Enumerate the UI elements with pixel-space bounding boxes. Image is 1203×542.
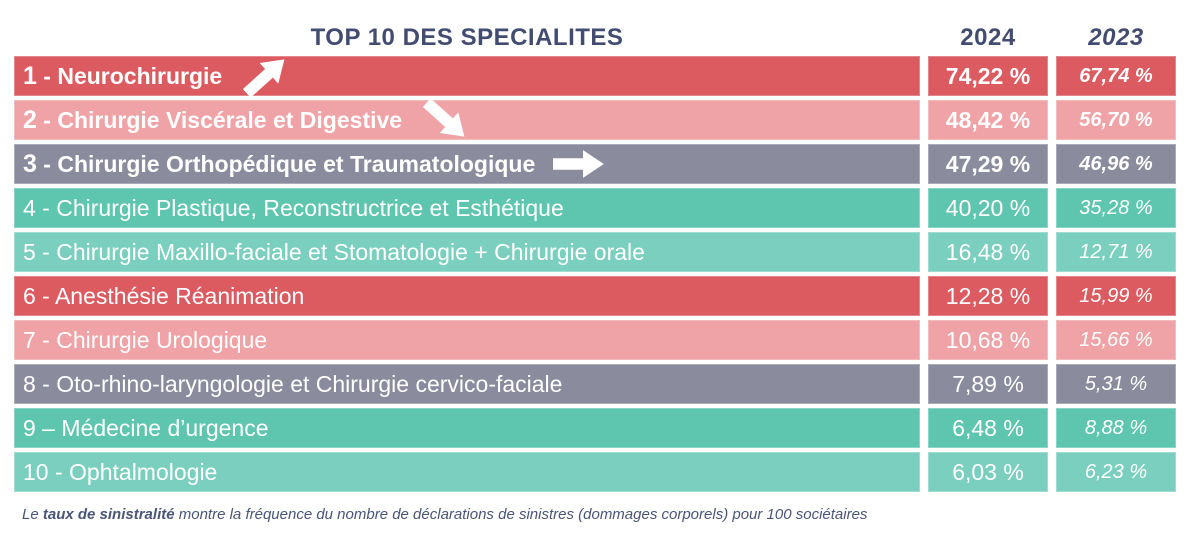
- specialty-label: - Chirurgie Urologique: [35, 326, 268, 353]
- trend-right-icon: [553, 149, 605, 179]
- value-2024: 47,29 %: [928, 144, 1048, 184]
- page-title: TOP 10 DES SPECIALITES: [310, 24, 624, 51]
- specialty-label: - Oto-rhino-laryngologie et Chirurgie ce…: [35, 370, 563, 397]
- specialty-label: - Ophtalmologie: [48, 458, 218, 485]
- value-2023: 56,70 %: [1056, 100, 1176, 140]
- table-row: 4 - Chirurgie Plastique, Reconstructrice…: [14, 188, 1203, 228]
- value-2023: 12,71 %: [1056, 232, 1176, 272]
- value-2024: 12,28 %: [928, 276, 1048, 316]
- specialty-cell: 10 - Ophtalmologie: [14, 452, 920, 492]
- rank-label: 8: [23, 370, 36, 397]
- table-row: 1 - Neurochirurgie 74,22 % 67,74 %: [14, 56, 1203, 98]
- table-row: 8 - Oto-rhino-laryngologie et Chirurgie …: [14, 364, 1203, 404]
- specialty-cell: 3 - Chirurgie Orthopédique et Traumatolo…: [14, 144, 920, 184]
- rank-label: 2: [23, 105, 37, 134]
- footnote-prefix: Le: [22, 506, 43, 523]
- rank-label: 4: [23, 194, 36, 221]
- table-header: TOP 10 DES SPECIALITES 2024 2023: [14, 10, 1203, 52]
- specialty-label: - Chirurgie Maxillo-faciale et Stomatolo…: [35, 238, 645, 265]
- rank-label: 9: [23, 414, 36, 441]
- specialty-cell: 2 - Chirurgie Viscérale et Digestive: [14, 98, 920, 140]
- column-header-2024: 2024: [960, 24, 1016, 51]
- rank-label: 5: [23, 238, 36, 265]
- specialty-cell: 5 - Chirurgie Maxillo-faciale et Stomato…: [14, 232, 920, 272]
- column-header-2023: 2023: [1088, 24, 1144, 51]
- table-row: 6 - Anesthésie Réanimation 12,28 % 15,99 %: [14, 276, 1203, 316]
- value-2024: 16,48 %: [928, 232, 1048, 272]
- table-row: 7 - Chirurgie Urologique 10,68 % 15,66 %: [14, 320, 1203, 360]
- top10-specialites-table: TOP 10 DES SPECIALITES 2024 2023 1 - Neu…: [14, 10, 1203, 523]
- value-2024: 6,03 %: [928, 452, 1048, 492]
- specialty-label: - Neurochirurgie: [36, 62, 223, 89]
- specialty-label: - Chirurgie Orthopédique et Traumatologi…: [36, 150, 536, 177]
- specialty-cell: 7 - Chirurgie Urologique: [14, 320, 920, 360]
- specialty-cell: 8 - Oto-rhino-laryngologie et Chirurgie …: [14, 364, 920, 404]
- rank-label: 6: [23, 282, 36, 309]
- table-row: 9 – Médecine d’urgence 6,48 % 8,88 %: [14, 408, 1203, 448]
- value-2023: 15,99 %: [1056, 276, 1176, 316]
- value-2023: 6,23 %: [1056, 452, 1176, 492]
- trend-down-icon: [420, 98, 472, 137]
- value-2024: 40,20 %: [928, 188, 1048, 228]
- value-2023: 67,74 %: [1056, 56, 1176, 96]
- value-2023: 15,66 %: [1056, 320, 1176, 360]
- table-row: 5 - Chirurgie Maxillo-faciale et Stomato…: [14, 232, 1203, 272]
- specialty-cell: 4 - Chirurgie Plastique, Reconstructrice…: [14, 188, 920, 228]
- rank-label: 3: [23, 149, 37, 178]
- value-2023: 35,28 %: [1056, 188, 1176, 228]
- rank-label: 7: [23, 326, 36, 353]
- value-2023: 46,96 %: [1056, 144, 1176, 184]
- specialty-label: – Médecine d’urgence: [35, 414, 269, 441]
- specialty-label: - Anesthésie Réanimation: [35, 282, 305, 309]
- value-2024: 48,42 %: [928, 100, 1048, 140]
- table-body: 1 - Neurochirurgie 74,22 % 67,74 % 2 - Chir…: [14, 56, 1203, 492]
- footnote: Le taux de sinistralité montre la fréque…: [14, 506, 1203, 523]
- trend-up-icon: [240, 59, 292, 98]
- table-row: 2 - Chirurgie Viscérale et Digestive 48,4…: [14, 98, 1203, 140]
- value-2024: 6,48 %: [928, 408, 1048, 448]
- value-2023: 8,88 %: [1056, 408, 1176, 448]
- rank-label: 10: [23, 458, 49, 485]
- specialty-label: - Chirurgie Viscérale et Digestive: [36, 106, 403, 133]
- footnote-term: taux de sinistralité: [42, 506, 175, 523]
- rank-label: 1: [23, 61, 37, 90]
- specialty-cell: 1 - Neurochirurgie: [14, 56, 920, 98]
- table-row: 10 - Ophtalmologie 6,03 % 6,23 %: [14, 452, 1203, 492]
- footnote-rest: montre la fréquence du nombre de déclara…: [174, 506, 868, 523]
- value-2024: 74,22 %: [928, 56, 1048, 96]
- value-2024: 10,68 %: [928, 320, 1048, 360]
- table-row: 3 - Chirurgie Orthopédique et Traumatolo…: [14, 144, 1203, 184]
- specialty-label: - Chirurgie Plastique, Reconstructrice e…: [35, 194, 564, 221]
- specialty-cell: 6 - Anesthésie Réanimation: [14, 276, 920, 316]
- value-2023: 5,31 %: [1056, 364, 1176, 404]
- value-2024: 7,89 %: [928, 364, 1048, 404]
- specialty-cell: 9 – Médecine d’urgence: [14, 408, 920, 448]
